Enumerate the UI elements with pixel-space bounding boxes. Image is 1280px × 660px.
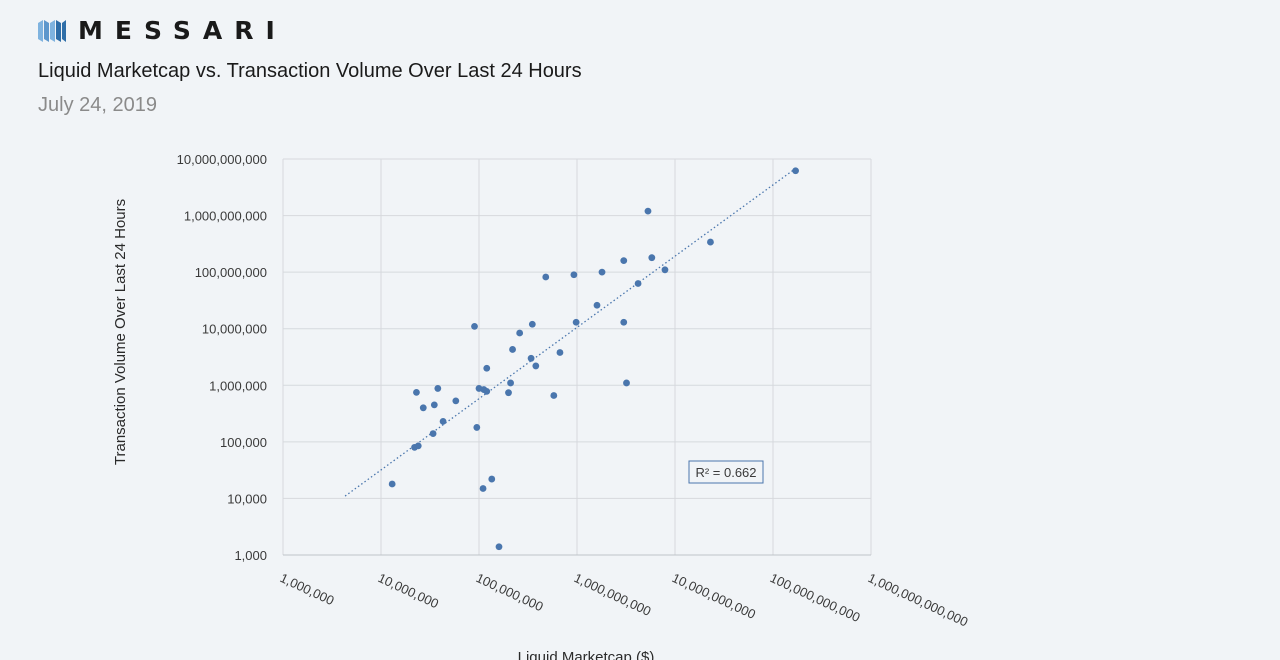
x-tick-label: 1,000,000,000 — [572, 570, 654, 619]
x-tick-label: 1,000,000,000,000 — [866, 570, 971, 629]
data-point — [550, 392, 558, 399]
y-tick-label: 10,000 — [227, 491, 267, 506]
data-point — [516, 329, 524, 337]
data-point — [419, 404, 427, 412]
x-tick-label: 10,000,000,000 — [670, 570, 758, 622]
y-tick-label: 10,000,000 — [202, 322, 267, 337]
data-point — [439, 417, 447, 425]
x-axis-title: Liquid Marketcap ($) — [518, 649, 655, 660]
data-point — [598, 268, 606, 276]
brand-name: MESSARI — [78, 16, 287, 45]
data-point — [434, 385, 442, 392]
data-point — [413, 388, 420, 396]
data-point — [620, 318, 628, 326]
y-axis-title: Transaction Volume Over Last 24 Hours — [112, 199, 129, 465]
data-point — [509, 346, 516, 353]
y-tick-label: 10,000,000,000 — [177, 152, 267, 167]
data-point — [527, 354, 535, 362]
report-date: July 24, 2019 — [38, 94, 157, 116]
data-point — [414, 442, 422, 450]
data-point — [488, 475, 496, 483]
messari-logo: MESSARI — [38, 16, 287, 45]
data-point — [620, 257, 628, 264]
y-tick-label: 1,000,000 — [209, 378, 267, 393]
data-point — [483, 364, 491, 372]
data-point — [483, 387, 491, 395]
data-point — [479, 485, 487, 492]
y-tick-label: 100,000 — [220, 435, 267, 450]
data-point — [648, 254, 656, 262]
data-point — [473, 424, 481, 431]
data-point — [707, 238, 714, 246]
x-tick-label: 100,000,000,000 — [768, 570, 863, 625]
data-point — [623, 379, 630, 387]
data-point — [452, 397, 460, 405]
messari-logo-icon — [38, 19, 66, 42]
data-point — [495, 543, 503, 551]
data-point — [528, 320, 536, 328]
y-tick-label: 1,000 — [234, 548, 267, 563]
data-point — [556, 349, 564, 356]
data-point — [507, 379, 514, 387]
data-point — [505, 389, 512, 397]
data-point — [644, 207, 652, 215]
data-point — [792, 167, 799, 175]
y-tick-label: 1,000,000,000 — [184, 209, 267, 224]
y-tick-label: 100,000,000 — [195, 265, 267, 280]
data-point — [661, 266, 669, 274]
trendline — [344, 169, 794, 497]
data-point — [542, 273, 550, 281]
data-point — [634, 280, 642, 287]
x-tick-label: 100,000,000 — [474, 570, 546, 614]
x-tick-label: 1,000,000 — [278, 570, 337, 608]
r2-label: R² = 0.662 — [695, 465, 756, 480]
data-point — [532, 362, 540, 370]
data-point — [593, 301, 601, 309]
data-point — [572, 318, 580, 326]
data-point — [429, 430, 437, 437]
data-point — [471, 322, 478, 330]
r2-label-box — [688, 460, 764, 484]
data-point — [388, 480, 396, 488]
x-tick-label: 10,000,000 — [376, 570, 441, 611]
data-point — [430, 401, 438, 409]
page-title: Liquid Marketcap vs. Transaction Volume … — [38, 60, 582, 82]
data-point — [570, 271, 578, 279]
